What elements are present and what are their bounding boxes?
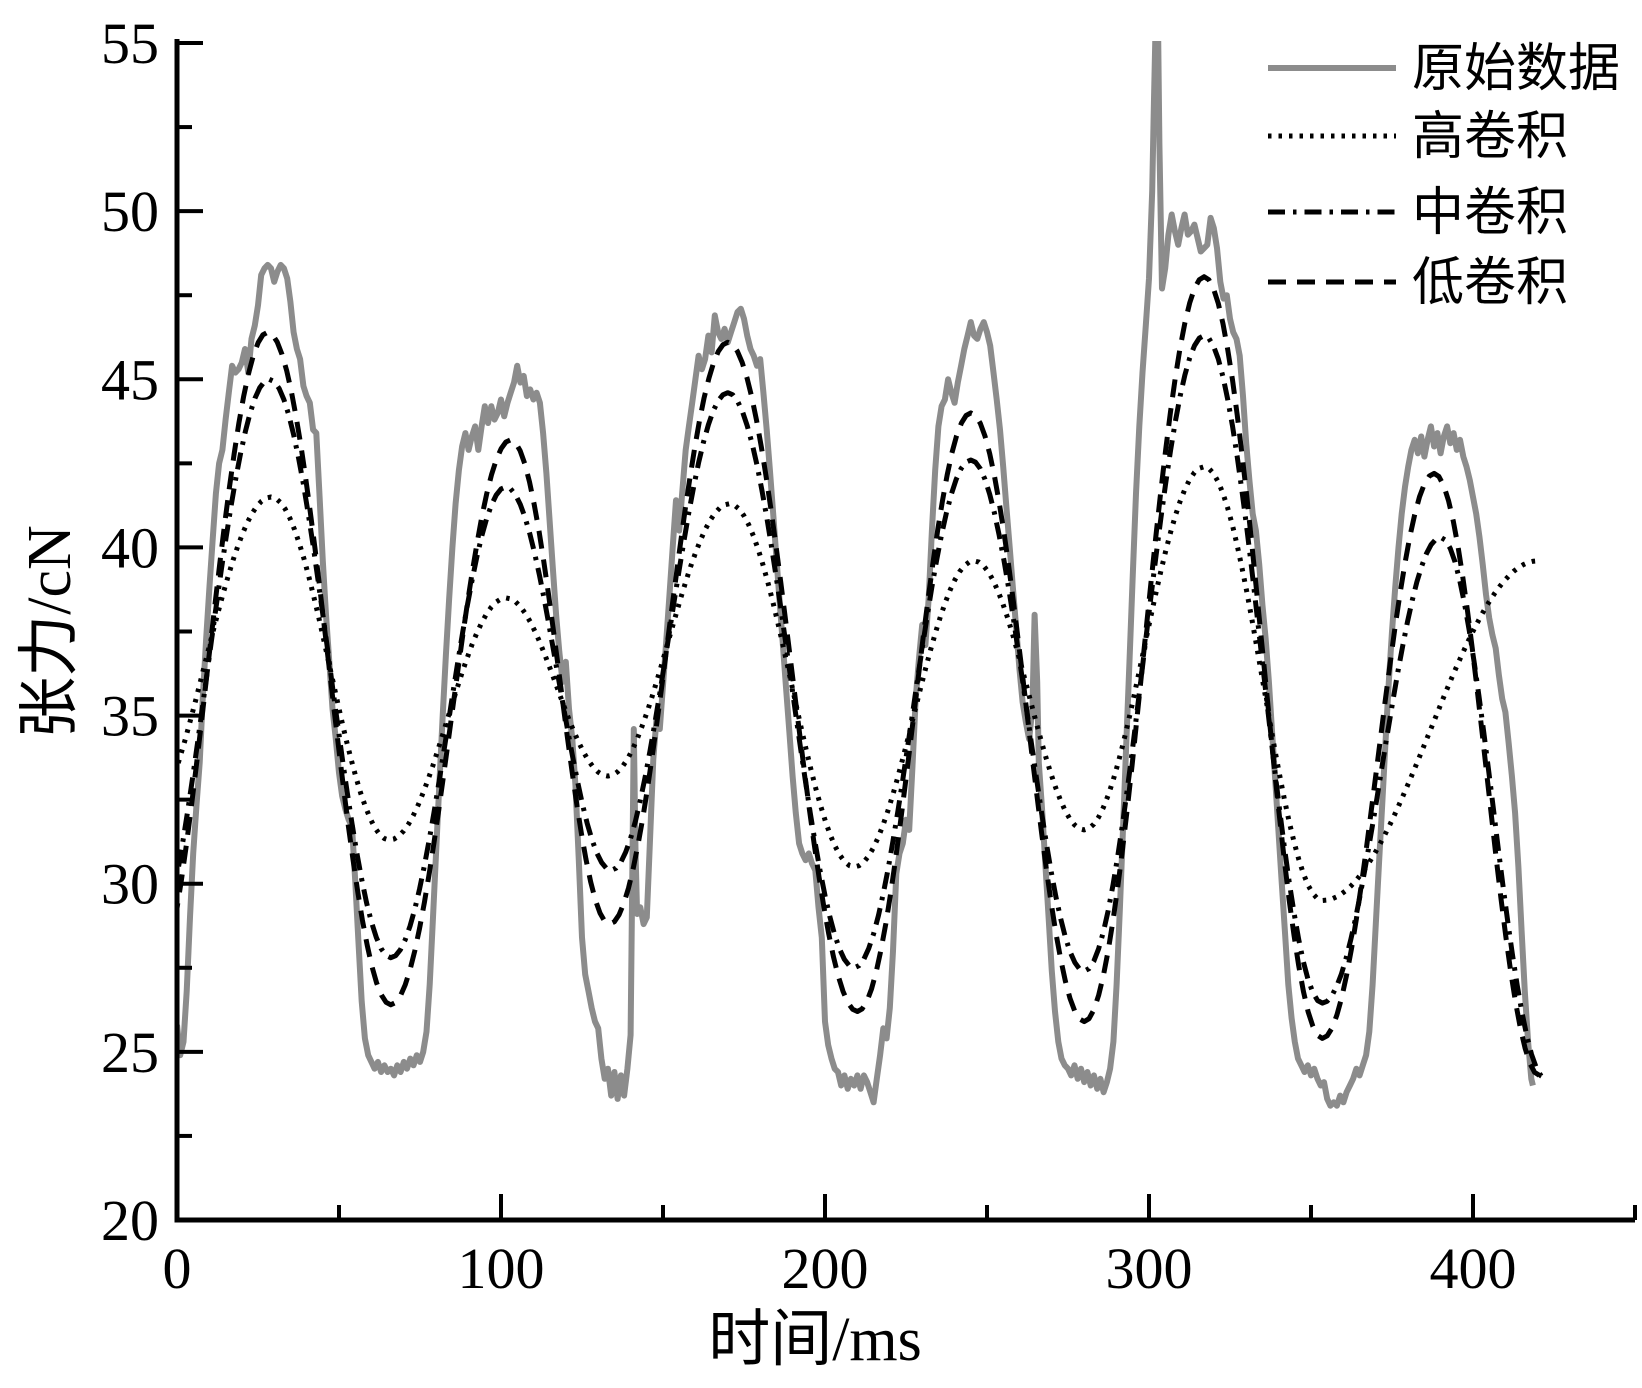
y-tick-label: 45 — [101, 347, 159, 412]
x-tick-label: 400 — [1430, 1236, 1517, 1301]
legend-label: 高卷积 — [1412, 109, 1568, 166]
x-axis-title: 时间/ms — [708, 1306, 922, 1374]
y-tick-label: 25 — [101, 1020, 159, 1085]
y-tick-label: 35 — [101, 684, 159, 749]
legend-label: 中卷积 — [1412, 185, 1568, 242]
legend-item-mid-conv: 中卷积 — [1268, 185, 1568, 242]
y-tick-label: 20 — [101, 1188, 159, 1253]
series-line-high-conv — [177, 464, 1539, 903]
x-tick-label: 200 — [782, 1236, 869, 1301]
tick-labels-group: 20 25 30 35 40 45 50 55 0 100 200 300 400 — [101, 11, 1517, 1301]
y-tick-label: 30 — [101, 852, 159, 917]
legend-label: 低卷积 — [1412, 255, 1568, 312]
y-tick-label: 50 — [101, 179, 159, 244]
x-tick-label: 0 — [163, 1236, 192, 1301]
y-tick-label: 40 — [101, 515, 159, 580]
legend-label: 原始数据 — [1412, 41, 1620, 98]
legend-item-raw: 原始数据 — [1268, 41, 1620, 98]
x-tick-label: 100 — [458, 1236, 545, 1301]
ticks-group — [175, 41, 1637, 1222]
series-group — [177, 41, 1548, 1109]
legend-item-low-conv: 低卷积 — [1268, 255, 1568, 312]
legend-item-high-conv: 高卷积 — [1268, 109, 1568, 166]
y-tick-label: 55 — [101, 11, 159, 76]
y-axis-title: 张力/cN — [16, 525, 84, 739]
series-line-low-conv — [177, 274, 1541, 1078]
series-line-raw — [177, 41, 1536, 1109]
x-tick-label: 300 — [1106, 1236, 1193, 1301]
